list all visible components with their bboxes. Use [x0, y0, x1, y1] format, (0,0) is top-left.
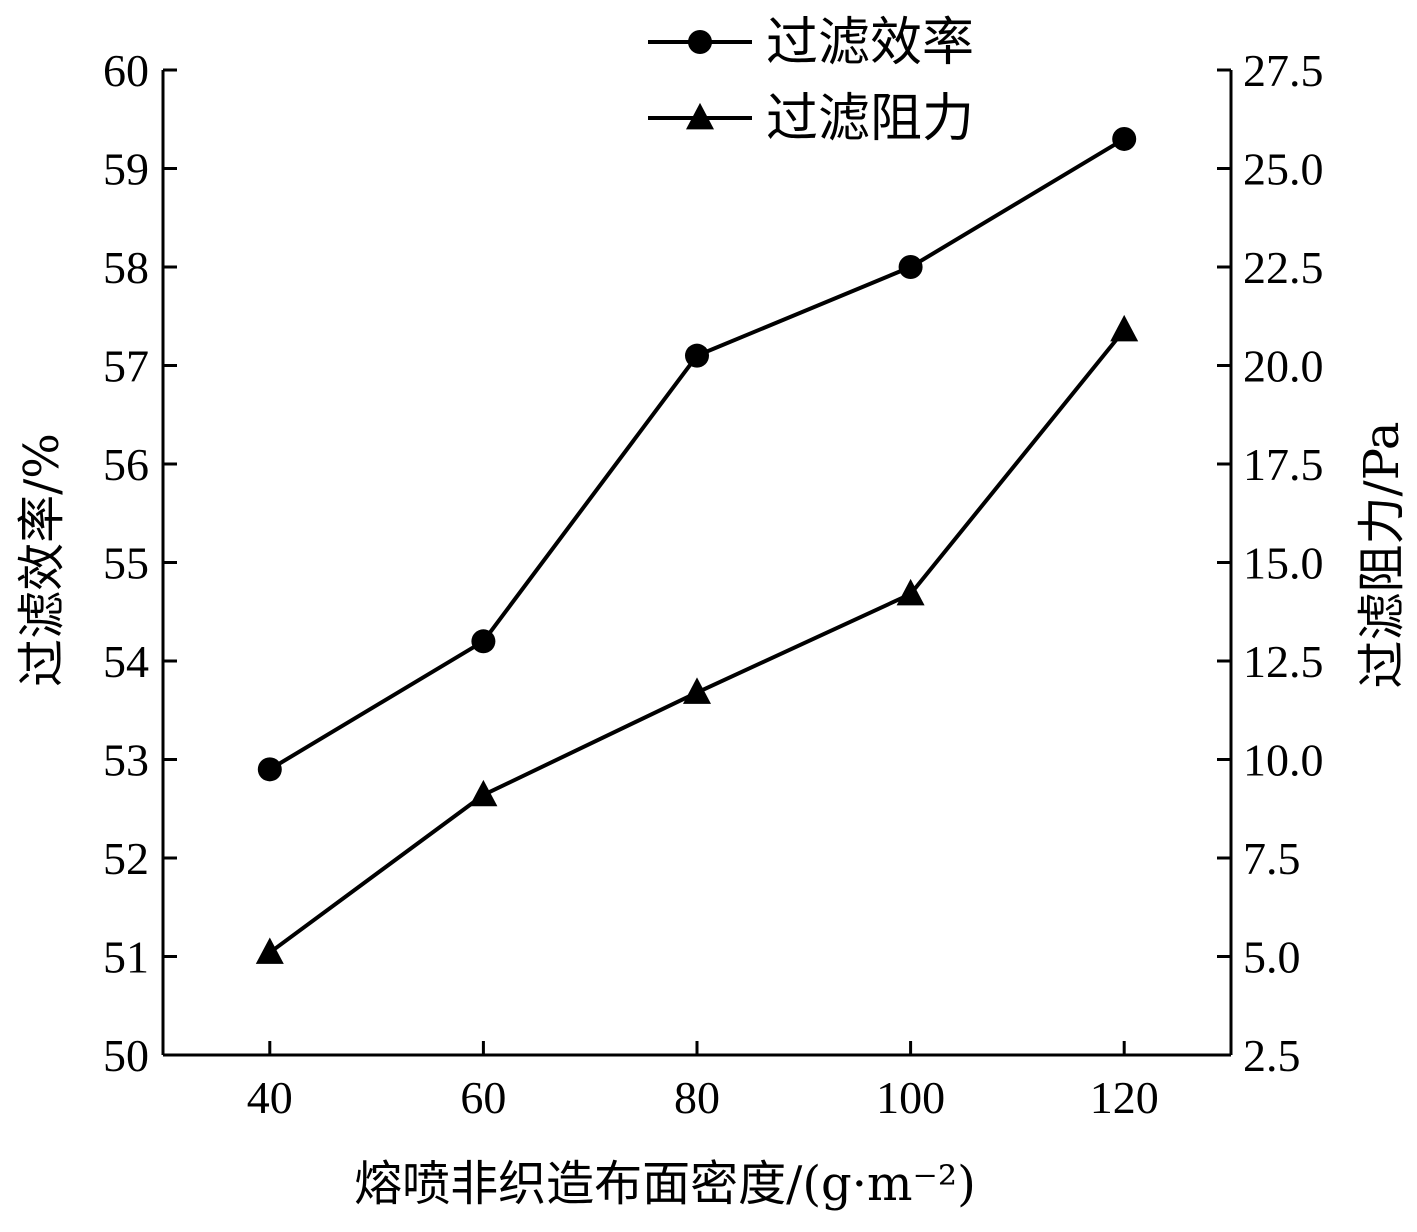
y-left-tick-label: 50	[103, 1030, 149, 1081]
data-point-circle	[1112, 126, 1137, 151]
y-right-tick-label: 25.0	[1243, 144, 1324, 195]
x-axis-label: 熔喷非织造布面密度/(g·m⁻²)	[354, 1156, 976, 1212]
y-left-tick-label: 57	[103, 341, 149, 392]
y-left-tick-label: 55	[103, 538, 149, 589]
data-point-circle	[257, 757, 282, 782]
x-tick-label: 60	[460, 1072, 506, 1123]
legend-marker-triangle	[686, 102, 714, 130]
x-tick-label: 120	[1090, 1072, 1159, 1123]
y-left-tick-label: 59	[103, 144, 149, 195]
data-point-triangle	[469, 779, 498, 807]
data-point-triangle	[255, 937, 284, 964]
legend-label-2: 过滤阻力	[766, 89, 974, 149]
y-right-tick-label: 22.5	[1243, 242, 1324, 293]
y-left-axis-label: 过滤效率/%	[14, 433, 70, 687]
data-point-circle	[685, 343, 709, 368]
series-line-2	[268, 328, 1126, 955]
y-left-tick-label: 56	[103, 439, 149, 490]
series-line-1	[268, 137, 1126, 772]
y-left-tick-label: 54	[103, 636, 149, 687]
x-tick-label: 40	[247, 1072, 293, 1123]
y-right-tick-label: 17.5	[1243, 439, 1324, 490]
series-layer	[255, 126, 1139, 964]
axes: 40 60 80 100 120 50 51 52 53 54 55 56 57 58 59 60 2.5 5.0…	[103, 45, 1324, 1123]
legend-label-1: 过滤效率	[766, 13, 974, 73]
y-right-tick-label: 15.0	[1243, 538, 1324, 589]
y-left-tick-label: 58	[103, 242, 149, 293]
y-right-tick-label: 10.0	[1243, 735, 1324, 786]
data-point-circle	[471, 629, 496, 654]
y-left-tick-label: 52	[103, 833, 149, 884]
y-right-tick-label: 12.5	[1243, 636, 1324, 687]
y-right-axis-label: 过滤阻力/Pa	[1354, 422, 1410, 689]
y-left-tick-label: 53	[103, 735, 149, 786]
x-tick-label: 100	[876, 1072, 945, 1123]
data-point-triangle	[683, 677, 711, 704]
data-point-triangle	[896, 578, 925, 606]
y-left-tick-label: 60	[103, 45, 149, 96]
y-right-tick-label: 7.5	[1243, 833, 1301, 884]
data-point-circle	[898, 255, 923, 279]
y-left-tick-label: 51	[103, 932, 149, 983]
data-point-triangle	[1110, 314, 1139, 342]
y-right-tick-label: 27.5	[1243, 45, 1324, 96]
y-right-tick-label: 2.5	[1243, 1030, 1301, 1081]
y-right-tick-label: 5.0	[1243, 932, 1301, 983]
legend-marker-circle	[688, 30, 712, 54]
y-right-tick-label: 20.0	[1243, 341, 1324, 392]
x-tick-label: 80	[674, 1072, 720, 1123]
